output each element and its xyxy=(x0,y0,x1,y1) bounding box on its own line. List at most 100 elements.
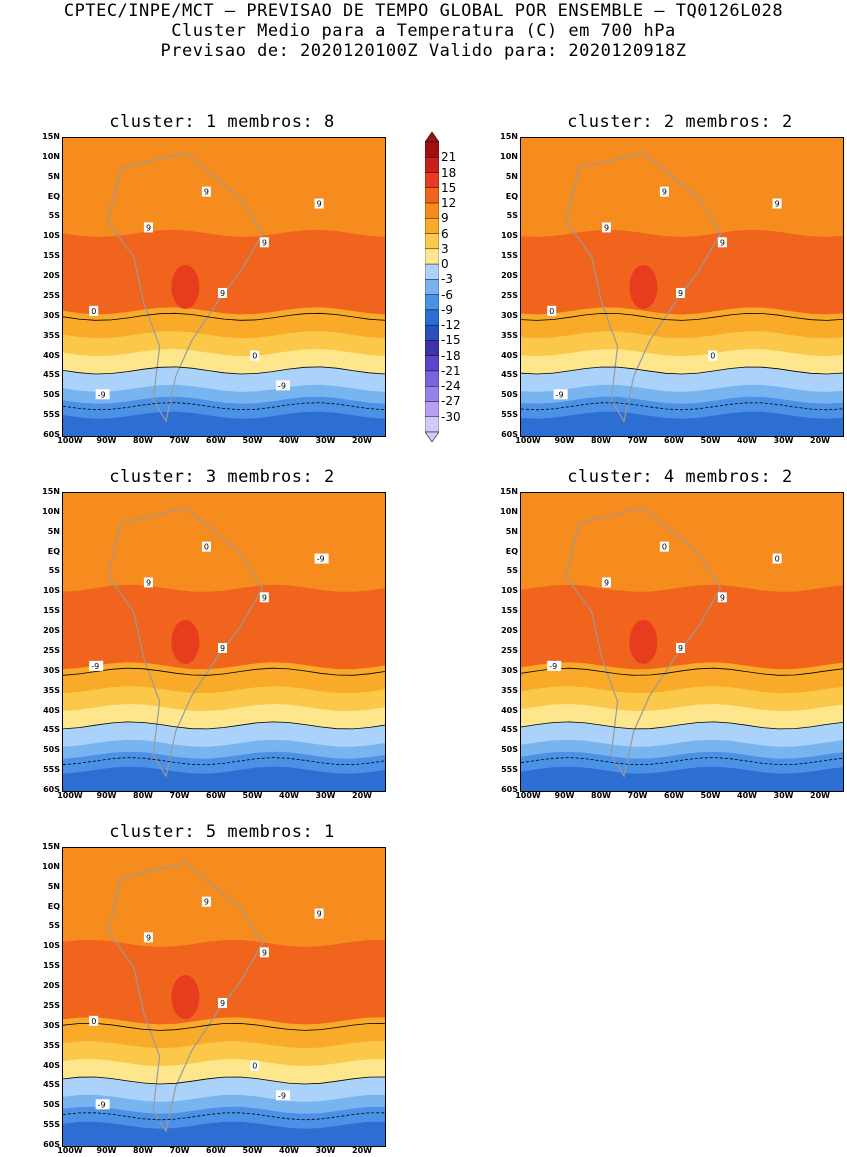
lon-tick: 80W xyxy=(133,436,153,445)
colorbar-swatch xyxy=(424,218,440,234)
lon-tick: 50W xyxy=(700,791,721,800)
hot-core xyxy=(171,620,200,664)
contour-label: 0 xyxy=(250,1060,260,1071)
contour-label: 9 xyxy=(676,642,685,653)
colorbar-swatch xyxy=(424,294,440,311)
svg-text:-9: -9 xyxy=(98,1100,106,1109)
lat-tick: 50S xyxy=(501,390,518,400)
svg-text:9: 9 xyxy=(317,910,322,919)
lat-tick: 45S xyxy=(501,370,518,380)
contour-line xyxy=(63,1112,385,1121)
svg-text:0: 0 xyxy=(549,307,554,316)
contour-line xyxy=(63,402,385,411)
svg-text:9: 9 xyxy=(604,223,609,232)
contour-label: 9 xyxy=(717,592,727,603)
colorbar-swatch xyxy=(424,157,440,173)
lon-tick: 100W xyxy=(515,436,541,445)
lat-tick: 55S xyxy=(43,765,60,775)
lat-tick: 60S xyxy=(501,430,518,439)
panel-title: cluster: 5 membros: 1 xyxy=(109,822,335,842)
lat-tick: 50S xyxy=(43,390,60,400)
coastline xyxy=(565,152,722,423)
contour-label: -9 xyxy=(95,1099,110,1110)
contour-label: 9 xyxy=(314,908,324,919)
colorbar-swatch xyxy=(424,309,440,326)
lon-tick: 30W xyxy=(315,1146,336,1155)
lon-tick: 100W xyxy=(57,791,83,800)
colorbar-swatch xyxy=(424,340,440,356)
lon-tick: 40W xyxy=(279,791,299,800)
panel-title: cluster: 2 membros: 2 xyxy=(567,112,793,132)
panel-title: cluster: 1 membros: 8 xyxy=(109,112,335,132)
lat-tick: 25S xyxy=(43,645,60,655)
lon-tick: 40W xyxy=(279,1146,299,1155)
lat-tick: 30S xyxy=(501,665,518,675)
contour-line xyxy=(521,667,843,676)
lat-tick: 5S xyxy=(506,566,518,576)
contour-line xyxy=(521,402,843,411)
lat-tick: 5S xyxy=(48,566,60,576)
lon-tick: 40W xyxy=(279,436,299,445)
lon-tick: 60W xyxy=(664,791,684,800)
contour-line xyxy=(521,757,843,766)
temperature-map: 9 9 9 0 0 -9 xyxy=(520,492,844,792)
colorbar-bottom-arrow xyxy=(424,431,440,443)
lat-tick: 5S xyxy=(506,211,518,221)
contour-label: 0 xyxy=(772,553,782,564)
svg-text:9: 9 xyxy=(720,593,725,602)
svg-text:9: 9 xyxy=(775,200,780,209)
contour-line xyxy=(521,366,843,375)
lon-tick: 80W xyxy=(591,436,611,445)
hot-core xyxy=(629,620,658,664)
contour-line xyxy=(521,312,843,321)
lat-tick: 15S xyxy=(43,251,60,261)
svg-text:9: 9 xyxy=(220,999,225,1008)
lat-tick: 20S xyxy=(501,626,518,636)
contour-label: 9 xyxy=(601,222,611,233)
svg-text:9: 9 xyxy=(262,238,267,247)
lat-tick: 30S xyxy=(43,665,60,675)
panel-title: cluster: 4 membros: 2 xyxy=(567,467,793,487)
contour-label: 9 xyxy=(259,237,269,248)
svg-text:9: 9 xyxy=(678,289,683,298)
svg-text:0: 0 xyxy=(204,543,209,552)
lon-tick: 20W xyxy=(810,791,830,800)
temperature-map: 9 9 9 9 9 0 0 -9 -9 xyxy=(62,847,386,1147)
lat-tick: EQ xyxy=(47,546,60,556)
colorbar-label: 3 xyxy=(441,241,449,256)
band-12-15 xyxy=(63,229,385,322)
lon-tick: 80W xyxy=(133,791,153,800)
lat-tick: 40S xyxy=(501,705,518,715)
contour-label: 0 xyxy=(659,541,669,552)
svg-text:9: 9 xyxy=(604,578,609,587)
colorbar-swatch xyxy=(424,202,440,219)
contour-label: 9 xyxy=(143,222,153,233)
contour-line xyxy=(521,721,843,730)
lon-tick: 60W xyxy=(206,1146,226,1155)
colorbar-scale xyxy=(424,131,440,443)
band-minus3-0 xyxy=(521,367,843,399)
contour-label: 9 xyxy=(259,947,269,958)
hot-core xyxy=(171,975,200,1019)
colorbar-label: -27 xyxy=(441,394,461,409)
lat-tick: 25S xyxy=(43,1000,60,1010)
contour-label: -9 xyxy=(275,1090,290,1101)
lat-tick: 25S xyxy=(43,290,60,300)
map-canvas: 9 9 9 9 9 0 0 -9 xyxy=(521,138,843,436)
lat-tick: EQ xyxy=(47,191,60,201)
lon-tick: 50W xyxy=(242,791,263,800)
lon-tick: 100W xyxy=(57,436,83,445)
contour-label: -9 xyxy=(275,380,290,391)
lon-tick: 30W xyxy=(773,791,794,800)
colorbar-label: -30 xyxy=(441,409,461,424)
colorbar-top-arrow xyxy=(424,131,440,143)
lat-tick: 5N xyxy=(47,881,60,891)
lat-tick: 60S xyxy=(501,785,518,794)
lon-tick: 20W xyxy=(352,791,372,800)
coastline xyxy=(107,507,264,778)
lon-tick: 60W xyxy=(664,436,684,445)
lat-tick: 55S xyxy=(43,1120,60,1130)
header-line-3: Previsao de: 2020120100Z Valido para: 20… xyxy=(160,41,687,61)
lat-tick: 10S xyxy=(501,586,518,596)
band-minus6-minus3 xyxy=(63,739,385,766)
